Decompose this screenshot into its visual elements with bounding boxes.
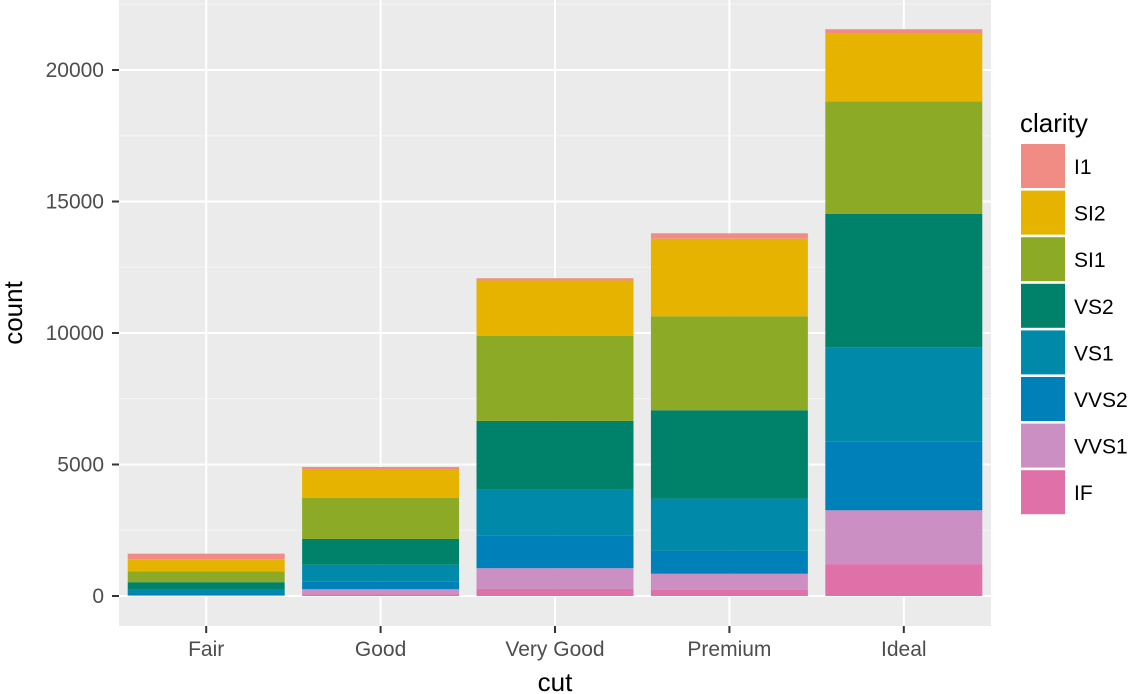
bar-segment-i1 [127,553,285,560]
bar-segment-if [825,564,983,596]
bar-segment-vvs1 [650,573,808,590]
x-tick-label: Ideal [881,638,927,661]
legend-key-si2 [1021,190,1065,235]
bar-segment-vs1 [127,589,285,594]
legend-title: clarity [1020,108,1088,138]
x-tick-label: Premium [687,638,771,661]
x-tick-label: Good [355,638,406,661]
legend-key-vvs1 [1021,423,1065,468]
x-axis: Fair Good Very Good Premium Ideal [188,626,927,661]
bar-segment-vvs1 [825,510,983,565]
bar-segment-vs2 [825,213,983,348]
x-axis-title: cut [538,667,573,694]
x-tick-label: Fair [188,638,224,661]
bar-segment-i1 [650,233,808,239]
legend-key-si1 [1021,237,1065,282]
legend-label: VS2 [1074,296,1114,319]
legend-label: SI1 [1074,249,1106,272]
bar-segment-vvs2 [825,441,983,511]
bar-segment-i1 [825,29,983,34]
y-axis-title: count [0,280,28,344]
bar-segment-i1 [476,278,634,281]
x-tick-label: Very Good [505,638,604,661]
bar-segment-si2 [127,559,285,572]
bar-segment-vs2 [650,410,808,499]
bar-segment-i1 [302,466,460,470]
legend-label: VVS2 [1074,389,1128,412]
legend-label: IF [1074,482,1093,505]
legend-label: I1 [1074,156,1092,179]
bar-segment-si1 [302,497,460,539]
bar-segment-if [650,589,808,596]
legend-key-vvs2 [1021,377,1065,421]
bar-segment-vs1 [825,347,983,442]
bar-segment-vvs2 [476,535,634,569]
bar-segment-vvs2 [302,581,460,590]
bar-segment-vs1 [476,489,634,536]
y-axis: 0 5000 10000 15000 20000 [46,59,119,608]
legend-key-if [1021,470,1065,515]
bar-segment-si1 [825,101,983,214]
bar-segment-si2 [825,33,983,102]
y-tick-label: 0 [92,585,104,608]
legend: clarity I1 SI2 SI1 VS2 VS1 VVS2 VVS1 IF [1020,108,1128,515]
y-tick-label: 15000 [46,191,104,214]
bar-segment-si1 [476,335,634,421]
bar-segment-vs1 [650,498,808,551]
bar-segment-vvs2 [650,550,808,574]
bar-segment-vs2 [127,582,285,590]
legend-key-vs1 [1021,330,1065,375]
bar-segment-if [302,594,460,596]
bar-segment-vs2 [476,420,634,490]
legend-label: SI2 [1074,203,1106,226]
y-tick-label: 20000 [46,59,104,82]
bar-segment-vs2 [302,538,460,565]
bar-segment-si2 [476,280,634,336]
bar-segment-vvs1 [476,568,634,589]
bar-segment-if [476,588,634,596]
legend-label: VS1 [1074,342,1114,365]
bar-segment-vvs2 [127,593,285,596]
legend-label: VVS1 [1074,436,1128,459]
bar-segment-si2 [302,469,460,498]
bar-segment-si1 [127,571,285,583]
y-tick-label: 10000 [46,322,104,345]
bar-segment-si1 [650,316,808,411]
legend-key-i1 [1021,144,1065,188]
bar-segment-vvs1 [302,589,460,595]
bar-segment-si2 [650,238,808,317]
legend-key-vs2 [1021,283,1065,328]
y-tick-label: 5000 [57,454,104,477]
bar-segment-vs1 [302,564,460,582]
bars [127,29,983,596]
